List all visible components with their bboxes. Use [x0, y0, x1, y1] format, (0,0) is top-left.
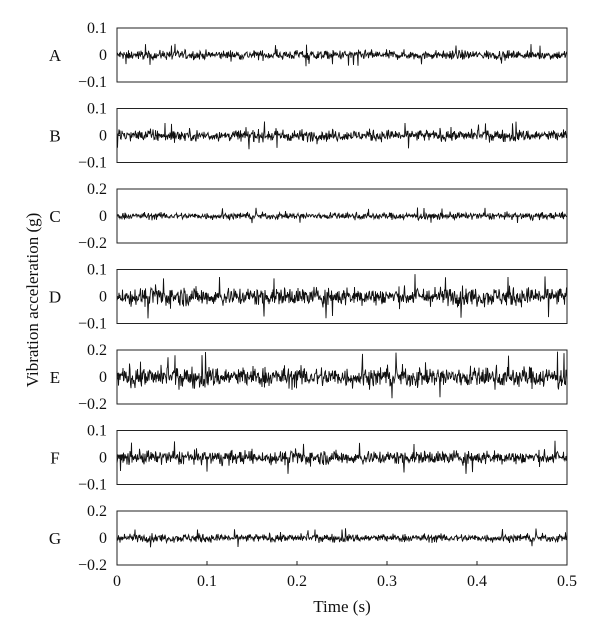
y-tick-label: 0.2	[87, 503, 107, 520]
series-line	[116, 121, 568, 150]
panel-label: E	[50, 368, 60, 387]
y-tick-label: 0.2	[87, 342, 107, 359]
series-line	[116, 351, 568, 399]
y-tick-label: −0.1	[78, 477, 107, 494]
y-tick-label: 0	[99, 289, 107, 306]
panel-d: 0.1 0 −0.1 D	[49, 262, 568, 333]
series-line	[116, 528, 568, 548]
y-tick-label: −0.1	[78, 74, 107, 91]
panel-a: 0.1 0 −0.1 A	[49, 20, 568, 91]
panel-label: C	[49, 207, 60, 226]
y-tick-label: 0.1	[87, 20, 107, 37]
y-tick-label: −0.2	[78, 235, 107, 252]
y-tick-label: −0.2	[78, 557, 107, 574]
y-tick-label: 0	[99, 208, 107, 225]
panel-label: A	[49, 46, 62, 65]
x-tick-label: 0.3	[377, 573, 397, 590]
chart-panels: 0.10−0.1A0.10−0.1B0.20−0.2C0.10−0.1D0.20…	[49, 20, 568, 574]
y-axis-title: Vibration acceleration (g)	[23, 213, 42, 388]
panel-g: 0.2 0 −0.2 G	[49, 503, 568, 574]
panel-label: F	[50, 449, 59, 468]
y-tick-label: −0.2	[78, 396, 107, 413]
panel-e: 0.2 0 −0.2 E	[50, 342, 568, 413]
series-line	[116, 440, 568, 474]
y-tick-label: 0	[99, 450, 107, 467]
series-line	[116, 274, 568, 319]
x-tick-label: 0.5	[557, 573, 577, 590]
panel-label: G	[49, 529, 61, 548]
y-tick-label: 0.1	[87, 423, 107, 440]
y-tick-label: 0	[99, 369, 107, 386]
panel-label: D	[49, 288, 61, 307]
y-tick-label: −0.1	[78, 316, 107, 333]
x-tick-label: 0.1	[197, 573, 217, 590]
panel-c: 0.2 0 −0.2 C	[49, 181, 568, 252]
panel-label: B	[49, 127, 60, 146]
y-tick-label: 0.1	[87, 101, 107, 118]
series-line	[116, 43, 568, 67]
x-tick-label: 0.4	[467, 573, 487, 590]
y-tick-label: 0	[99, 128, 107, 145]
y-tick-label: −0.1	[78, 155, 107, 172]
x-tick-label: 0.2	[287, 573, 307, 590]
x-axis: 0 0.1 0.2 0.3 0.4 0.5	[113, 561, 577, 590]
panel-b: 0.1 0 −0.1 B	[49, 101, 568, 172]
x-axis-title: Time (s)	[313, 597, 370, 616]
panel-f: 0.1 0 −0.1 F	[50, 423, 568, 494]
y-tick-label: 0	[99, 47, 107, 64]
series-line	[116, 207, 568, 224]
y-tick-label: 0	[99, 530, 107, 547]
y-tick-label: 0.1	[87, 262, 107, 279]
y-tick-label: 0.2	[87, 181, 107, 198]
x-tick-label: 0	[113, 573, 121, 590]
